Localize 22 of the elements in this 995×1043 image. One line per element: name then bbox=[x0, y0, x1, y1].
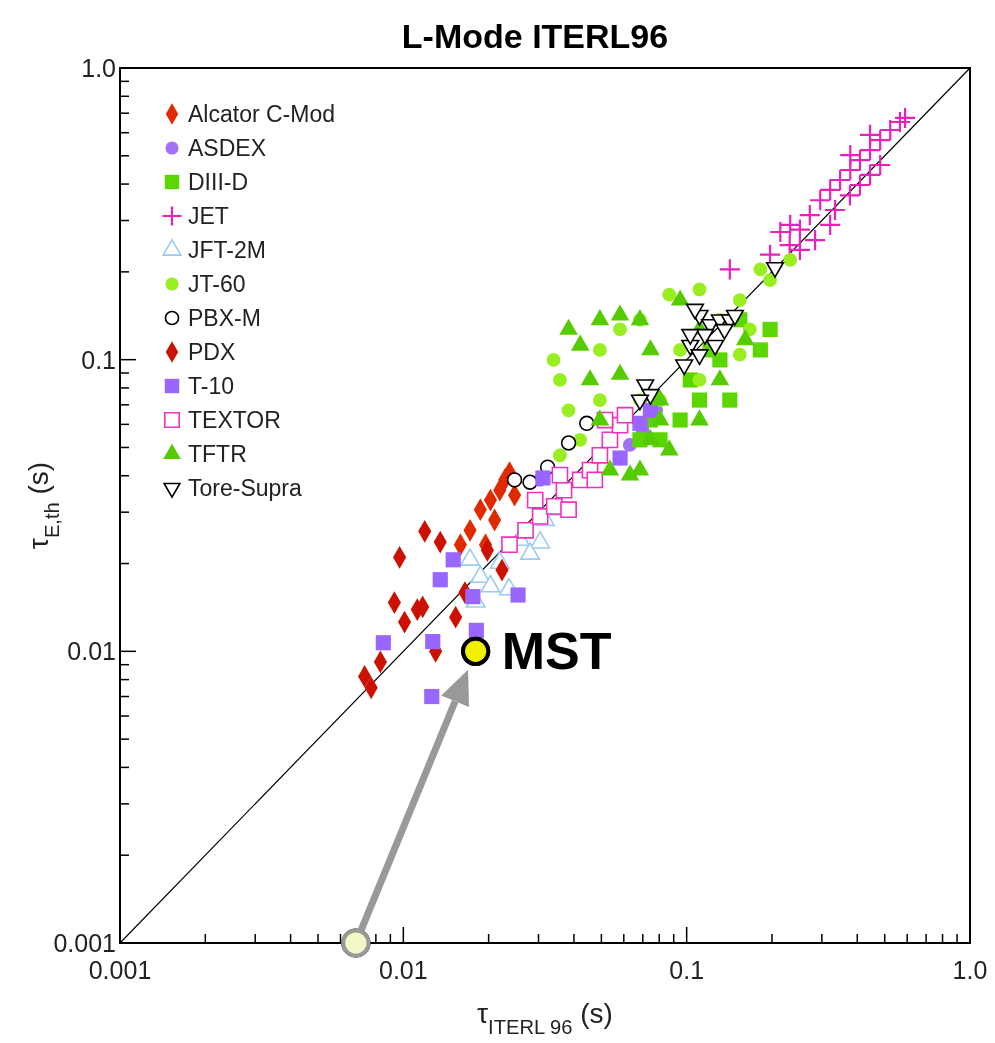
legend-label: Tore-Supra bbox=[188, 475, 302, 501]
legend-label: JET bbox=[188, 203, 229, 229]
y-tick-label: 0.1 bbox=[81, 345, 116, 374]
chart-title: L-Mode ITERL96 bbox=[401, 17, 669, 55]
y-tick-label: 0.01 bbox=[67, 637, 116, 666]
legend-label: JT-60 bbox=[188, 271, 246, 297]
x-tick-label: 0.01 bbox=[379, 956, 428, 984]
legend-label: PBX-M bbox=[188, 305, 261, 331]
annotation: MST bbox=[501, 622, 612, 681]
y-tick-label: 1.0 bbox=[81, 54, 116, 82]
legend-label: TFTR bbox=[188, 441, 247, 467]
legend-label: Alcator C-Mod bbox=[188, 101, 335, 127]
legend-label: PDX bbox=[188, 339, 236, 365]
x-axis-title: τ$_{ITERL 96}$ (s) bbox=[477, 998, 613, 1038]
legend-label: TEXTOR bbox=[188, 407, 281, 433]
legend-label: ASDEX bbox=[188, 135, 266, 161]
legend-label: JFT-2M bbox=[188, 237, 266, 263]
y-tick-label: 0.001 bbox=[53, 929, 116, 957]
legend-label: DIII-D bbox=[188, 169, 249, 195]
legend-label: T-10 bbox=[188, 373, 235, 399]
x-tick-label: 1.0 bbox=[952, 956, 988, 984]
x-tick-label: 0.1 bbox=[669, 956, 705, 984]
